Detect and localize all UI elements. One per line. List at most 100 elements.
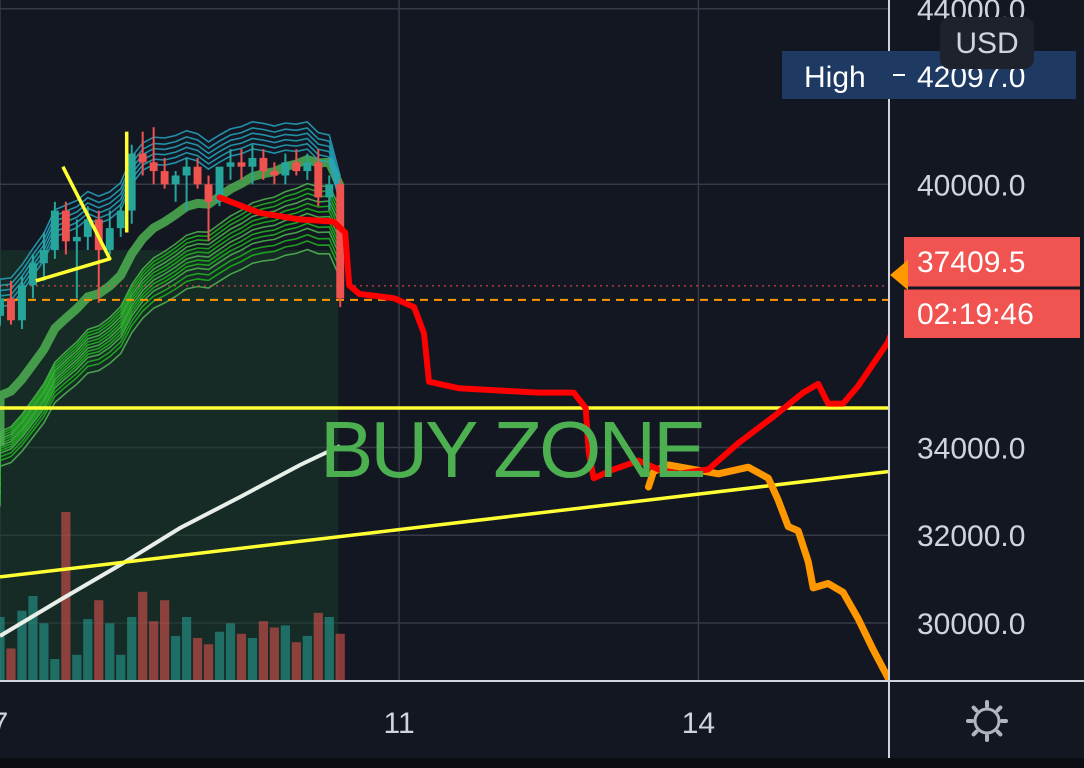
- candle-body: [292, 162, 301, 172]
- candle-body: [127, 153, 136, 211]
- volume-bar: [302, 635, 312, 680]
- candle-body: [193, 166, 202, 185]
- candle-body: [17, 285, 26, 321]
- candle-body: [138, 153, 147, 163]
- candle-body: [270, 171, 279, 176]
- green-ema-line: [0, 192, 341, 477]
- bar-countdown: 02:19:46: [917, 298, 1034, 331]
- teal-ema-line: [0, 137, 341, 316]
- high-label: High: [804, 61, 866, 94]
- green-ema-line: [0, 187, 341, 475]
- candlesticks: [0, 127, 345, 330]
- green-ema-line: [0, 217, 341, 489]
- volume-bar: [335, 633, 345, 680]
- price-tick-label: 32000.0: [917, 520, 1025, 553]
- volume-bar: [192, 638, 203, 680]
- volume-bar: [247, 638, 258, 680]
- volume-bar: [170, 635, 181, 680]
- price-tick-label: 30000.0: [917, 608, 1025, 641]
- teal-ema-line: [0, 127, 341, 306]
- volume-bar: [6, 648, 16, 680]
- chart-plot-area[interactable]: BUY ZONE: [0, 120, 899, 680]
- volume-bar: [160, 600, 170, 680]
- candle-body: [149, 162, 158, 172]
- volume-bar: [280, 625, 290, 680]
- volume-bar: [225, 623, 236, 680]
- volume-bar: [17, 610, 27, 680]
- green-ema-line: [0, 233, 341, 497]
- volume-bar: [0, 617, 5, 680]
- green-ema-line: [0, 202, 341, 482]
- volume-bar: [214, 631, 225, 680]
- volume-bar: [94, 600, 104, 680]
- volume-bar: [39, 623, 49, 680]
- yellow-drawing-wedge[interactable]: [35, 165, 112, 283]
- candle-body: [204, 184, 213, 202]
- green-ema-line: [0, 227, 341, 494]
- orange-projection-path[interactable]: [645, 461, 889, 680]
- volume-bar: [116, 654, 126, 680]
- candle-body: [226, 162, 235, 167]
- candle-body: [116, 210, 125, 229]
- candle-body: [171, 175, 180, 185]
- candle-body: [7, 298, 15, 321]
- candle-body: [160, 171, 169, 185]
- volume-bar: [181, 617, 192, 680]
- candle-body: [325, 184, 334, 198]
- volume-bar: [236, 633, 247, 680]
- candle-body: [72, 236, 81, 242]
- candle-body: [314, 162, 323, 198]
- volume-bar: [50, 659, 60, 680]
- candle-body: [215, 166, 224, 202]
- white-moving-average: [0, 444, 341, 638]
- candle-body: [336, 184, 345, 299]
- candle-body: [237, 162, 246, 167]
- volume-bar: [324, 617, 334, 680]
- red-projection-path[interactable]: [216, 194, 899, 482]
- candle-body: [50, 210, 59, 251]
- volume-bar: [28, 596, 38, 680]
- green-ema-line: [0, 182, 341, 472]
- green-ema-line: [0, 240, 341, 501]
- teal-ema-line: [0, 120, 341, 300]
- green-ema-ribbon: [0, 182, 341, 507]
- candle-body: [248, 157, 257, 167]
- candle-body: [105, 228, 114, 251]
- volume-bar: [313, 612, 323, 680]
- volume-bar: [105, 623, 115, 680]
- candle-body: [0, 298, 4, 316]
- candle-body: [28, 263, 37, 286]
- green-ema-line: [0, 222, 341, 491]
- candle-body: [259, 157, 268, 172]
- volume-bars: [0, 512, 345, 680]
- candle-body: [182, 166, 191, 176]
- last-price-arrow-icon: [890, 260, 908, 290]
- volume-bar: [72, 654, 82, 680]
- last-price-value: 37409.5: [917, 246, 1025, 279]
- green-ema-line: [0, 212, 341, 487]
- price-tick-label: 34000.0: [917, 432, 1025, 465]
- green-ema-line: [0, 197, 341, 479]
- currency-button[interactable]: USD: [940, 17, 1034, 69]
- time-axis-labels[interactable]: 7 11 14: [0, 707, 715, 740]
- time-tick-label: 14: [682, 707, 715, 740]
- teal-ema-line: [0, 132, 341, 311]
- candle-body: [61, 210, 70, 242]
- bottom-bar: [0, 758, 1084, 768]
- volume-bar: [291, 642, 301, 680]
- currency-label: USD: [955, 27, 1018, 60]
- price-tick-label: 40000.0: [917, 169, 1025, 202]
- candle-body: [303, 162, 312, 172]
- time-tick-label: 7: [0, 707, 8, 740]
- volume-bar: [127, 617, 137, 680]
- volume-bar: [269, 627, 279, 680]
- volume-bar: [258, 621, 269, 680]
- gear-icon[interactable]: [966, 700, 1008, 742]
- buy-zone-annotation[interactable]: BUY ZONE: [320, 405, 707, 494]
- trend-line[interactable]: [0, 469, 888, 579]
- candle-body: [281, 162, 290, 176]
- volume-bar: [203, 644, 214, 680]
- candle-body: [39, 250, 48, 264]
